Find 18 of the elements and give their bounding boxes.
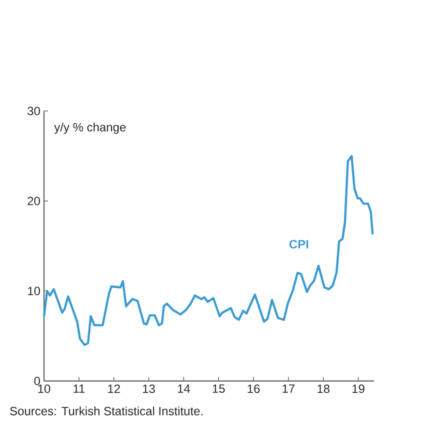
y-tick-label: 30	[28, 106, 40, 116]
x-tick-label: 11	[74, 384, 85, 393]
x-tick-label: 12	[108, 384, 120, 393]
line-series	[42, 154, 374, 346]
y-tick-label: 0	[34, 376, 40, 386]
x-tick-label: 13	[142, 384, 155, 394]
x-tick-label: 16	[248, 384, 260, 394]
y-tick-label: 10	[28, 286, 40, 296]
x-tick-label: 18	[318, 384, 330, 394]
x-tick-label: 19	[352, 384, 364, 394]
source-note: Sources: Turkish Statistical Institute.	[10, 406, 202, 416]
x-tick-label: 17	[282, 384, 295, 393]
x-tick-label: 10	[38, 384, 50, 394]
series-label: CPI	[289, 240, 308, 248]
x-tick-label: 15	[212, 384, 225, 393]
x-tick-label: 14	[178, 384, 190, 393]
y-axis-title: y/y % change	[54, 122, 126, 134]
y-tick-label: 20	[28, 196, 40, 206]
